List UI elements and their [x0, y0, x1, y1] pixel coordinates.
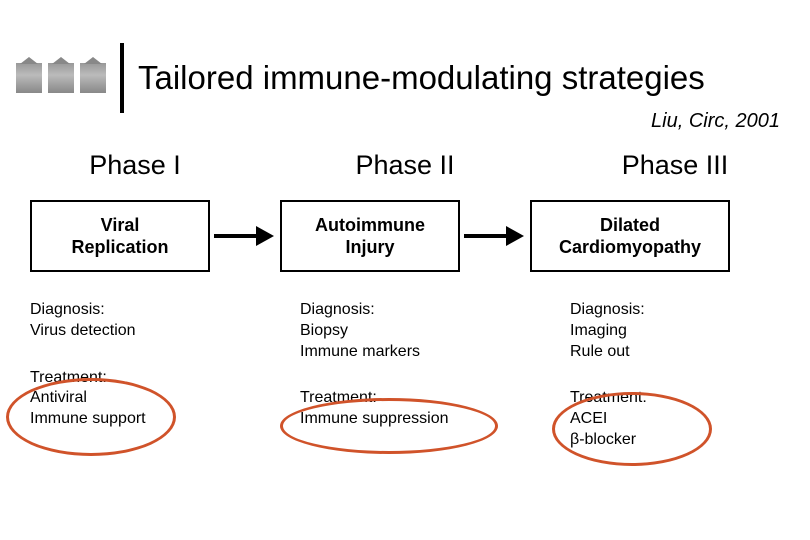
- diagnosis-line: Virus detection: [30, 321, 270, 342]
- diagnosis-line: Biopsy: [300, 321, 540, 342]
- phase-labels-row: Phase I Phase II Phase III: [0, 150, 810, 181]
- page-title: Tailored immune-modulating strategies: [138, 59, 705, 97]
- building-icon: [16, 63, 42, 93]
- phase-box-2: Autoimmune Injury: [280, 200, 460, 272]
- treatment-line: β-blocker: [570, 430, 810, 451]
- treatment-header: Treatment:: [30, 369, 107, 386]
- diagnosis-line: Rule out: [570, 342, 810, 363]
- details-col-3: Diagnosis: Imaging Rule out Treatment: A…: [540, 300, 810, 477]
- building-icon: [48, 63, 74, 93]
- box-line: Dilated: [600, 214, 660, 237]
- diagnosis-line: Immune markers: [300, 342, 540, 363]
- phase-label-3: Phase III: [540, 150, 810, 181]
- box-line: Autoimmune: [315, 214, 425, 237]
- diagnosis-header: Diagnosis:: [300, 301, 375, 318]
- treatment-line: Antiviral: [30, 388, 270, 409]
- treatment-header: Treatment:: [570, 389, 647, 406]
- logo-group: [16, 63, 106, 93]
- treatment-line: Immune suppression: [300, 409, 540, 430]
- box-line: Injury: [345, 236, 394, 259]
- building-icon: [80, 63, 106, 93]
- treatment-header: Treatment:: [300, 389, 377, 406]
- box-line: Viral: [101, 214, 140, 237]
- treatment-block: Treatment: Antiviral Immune support: [30, 368, 270, 430]
- box-line: Replication: [71, 236, 168, 259]
- phase-label-1: Phase I: [0, 150, 270, 181]
- treatment-block: Treatment: ACEI β-blocker: [570, 388, 810, 450]
- citation: Liu, Circ, 2001: [651, 110, 780, 133]
- phase-box-3: Dilated Cardiomyopathy: [530, 200, 730, 272]
- diagnosis-block: Diagnosis: Virus detection: [30, 300, 270, 342]
- vertical-divider: [120, 43, 124, 113]
- diagnosis-block: Diagnosis: Biopsy Immune markers: [300, 300, 540, 362]
- treatment-line: ACEI: [570, 409, 810, 430]
- boxes-row: Viral Replication Autoimmune Injury Dila…: [0, 200, 810, 272]
- diagnosis-line: Imaging: [570, 321, 810, 342]
- diagnosis-header: Diagnosis:: [30, 301, 105, 318]
- details-row: Diagnosis: Virus detection Treatment: An…: [0, 300, 810, 477]
- treatment-block: Treatment: Immune suppression: [300, 388, 540, 430]
- phase-label-2: Phase II: [270, 150, 540, 181]
- details-col-2: Diagnosis: Biopsy Immune markers Treatme…: [270, 300, 540, 477]
- arrow-icon: [460, 226, 530, 246]
- header: Tailored immune-modulating strategies: [10, 48, 800, 108]
- box-line: Cardiomyopathy: [559, 236, 701, 259]
- arrow-icon: [210, 226, 280, 246]
- diagnosis-block: Diagnosis: Imaging Rule out: [570, 300, 810, 362]
- details-col-1: Diagnosis: Virus detection Treatment: An…: [0, 300, 270, 477]
- treatment-line: Immune support: [30, 409, 270, 430]
- phase-box-1: Viral Replication: [30, 200, 210, 272]
- diagnosis-header: Diagnosis:: [570, 301, 645, 318]
